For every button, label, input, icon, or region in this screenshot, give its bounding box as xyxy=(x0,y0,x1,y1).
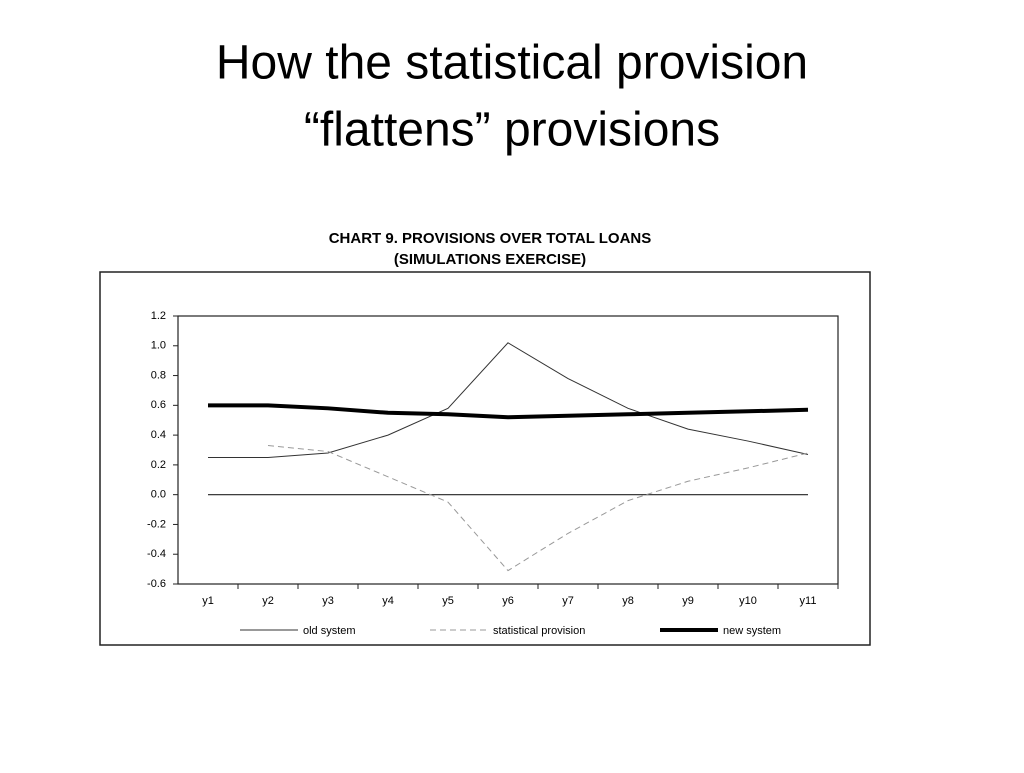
x-tick-label: y8 xyxy=(622,595,634,607)
slide-title: How the statistical provision xyxy=(216,37,808,90)
y-tick-label: 0.4 xyxy=(151,429,166,441)
plot-area xyxy=(177,315,839,585)
y-tick-label: 0.6 xyxy=(151,399,166,411)
x-tick-label: y11 xyxy=(800,595,817,607)
x-tick-label: y2 xyxy=(262,595,274,607)
x-tick-label: y4 xyxy=(382,595,394,607)
series-line xyxy=(267,445,809,572)
y-tick-label: 0.2 xyxy=(151,459,166,471)
y-tick-label: -0.2 xyxy=(147,518,166,530)
chart-frame xyxy=(99,271,871,646)
x-tick-label: y6 xyxy=(502,595,514,607)
y-tick-label: -0.4 xyxy=(147,548,166,560)
legend-label: statistical provision xyxy=(493,625,585,637)
series-line xyxy=(208,342,809,458)
x-tick-label: y7 xyxy=(562,595,574,607)
x-tick-label: y10 xyxy=(739,595,757,607)
chart-title: CHART 9. PROVISIONS OVER TOTAL LOANS xyxy=(329,230,652,247)
x-tick-label: y3 xyxy=(322,595,334,607)
legend-label: new system xyxy=(723,625,781,637)
y-tick-label: 0.0 xyxy=(151,489,166,501)
x-tick-label: y5 xyxy=(442,595,454,607)
series-line xyxy=(208,403,809,420)
x-tick-label: y1 xyxy=(202,595,214,607)
slide-title: “flattens” provisions xyxy=(304,104,720,157)
y-tick-label: 1.2 xyxy=(151,310,166,322)
y-tick-label: 0.8 xyxy=(151,369,166,381)
x-tick-label: y9 xyxy=(682,595,694,607)
y-tick-label: 1.0 xyxy=(151,340,166,352)
y-tick-label: -0.6 xyxy=(147,578,166,590)
chart-subtitle: (SIMULATIONS EXERCISE) xyxy=(394,251,586,268)
legend-label: old system xyxy=(303,625,356,637)
